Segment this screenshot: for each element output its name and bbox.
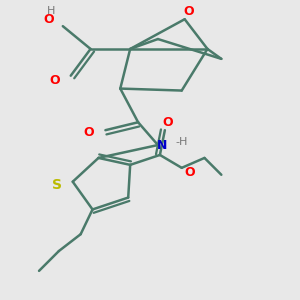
Text: -H: -H [176, 137, 188, 147]
Text: O: O [50, 74, 60, 87]
Text: S: S [52, 178, 62, 192]
Text: O: O [163, 116, 173, 129]
Text: O: O [44, 13, 54, 26]
Text: H: H [47, 6, 55, 16]
Text: N: N [157, 139, 167, 152]
Text: O: O [184, 166, 195, 179]
Text: O: O [183, 5, 194, 18]
Text: O: O [83, 126, 94, 139]
